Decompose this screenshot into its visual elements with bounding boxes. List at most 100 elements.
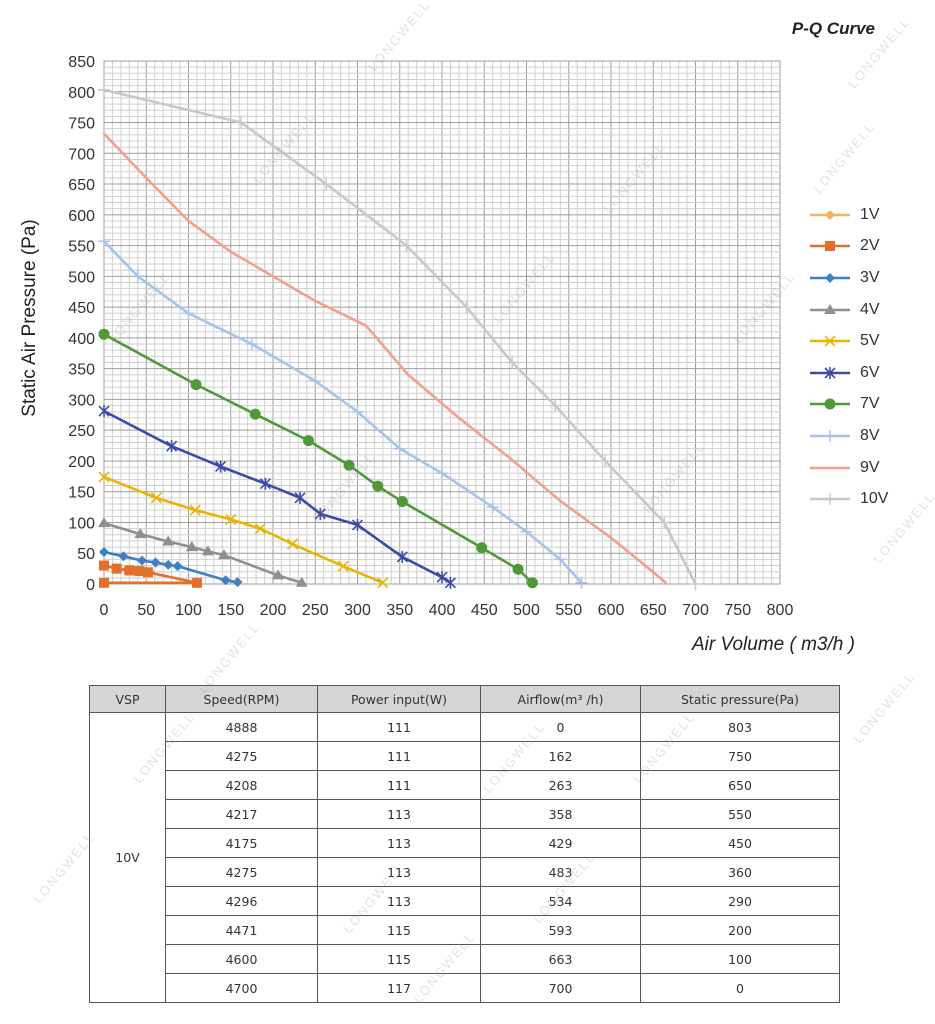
data-point — [337, 560, 349, 572]
power-cell: 117 — [317, 973, 481, 1003]
y-tick-label: 650 — [68, 177, 95, 194]
legend-marker — [825, 272, 835, 283]
data-point — [98, 517, 110, 528]
grid — [103, 60, 781, 585]
legend-label: 7V — [860, 395, 880, 413]
airflow-cell: 483 — [480, 857, 641, 887]
data-point — [295, 576, 308, 587]
pressure-cell: 360 — [640, 857, 840, 887]
airflow-cell: 263 — [480, 770, 641, 800]
data-point — [99, 560, 109, 571]
y-tick-label: 600 — [68, 208, 95, 225]
data-point — [98, 83, 110, 96]
data-point — [185, 541, 198, 552]
y-tick-label: 200 — [68, 454, 95, 471]
data-point — [232, 577, 243, 588]
data-point — [131, 270, 144, 283]
legend-item-1v: 1V — [808, 199, 888, 231]
table-row: 4296 113 534 290 — [90, 886, 840, 916]
legend-marker — [824, 429, 836, 442]
data-point — [245, 338, 258, 351]
legend-swatch — [810, 398, 850, 410]
legend-label: 9V — [860, 458, 880, 476]
data-point — [377, 577, 389, 589]
speed-cell: 4700 — [165, 973, 318, 1003]
data-point — [343, 459, 355, 471]
data-point — [554, 553, 567, 566]
y-tick-label: 700 — [68, 146, 95, 163]
header-speed: Speed(RPM) — [165, 685, 318, 713]
data-point — [460, 301, 473, 314]
data-point — [393, 442, 406, 455]
x-tick-label: 600 — [598, 602, 625, 619]
data-point — [320, 178, 333, 191]
pressure-cell: 550 — [640, 799, 840, 829]
x-tick-label: 650 — [640, 602, 667, 619]
legend-label: 5V — [860, 332, 880, 350]
airflow-cell: 534 — [480, 886, 641, 916]
legend-swatch — [810, 366, 850, 379]
data-point — [372, 480, 384, 492]
legend-item-7v: 7V — [808, 389, 888, 421]
series-line-9v — [102, 132, 668, 585]
data-point — [520, 525, 533, 538]
table-row: 4600 115 663 100 — [90, 944, 840, 974]
x-tick-label: 750 — [724, 602, 751, 619]
legend-swatch — [810, 241, 850, 252]
speed-cell: 4208 — [165, 770, 318, 800]
y-tick-label: 50 — [77, 546, 95, 563]
series-line-5v — [102, 475, 385, 585]
series-9v — [102, 132, 668, 585]
y-tick-label: 850 — [68, 54, 95, 71]
legend-item-3v: 3V — [808, 262, 888, 294]
speed-cell: 4275 — [165, 857, 318, 887]
series-7v — [98, 328, 538, 589]
data-point — [254, 523, 266, 535]
data-point — [396, 496, 408, 508]
data-point — [191, 577, 202, 588]
x-tick-label: 450 — [471, 602, 498, 619]
speed-cell: 4600 — [165, 944, 318, 974]
data-point — [294, 491, 306, 504]
y-tick-label: 150 — [68, 485, 95, 502]
table-row: 4175 113 429 450 — [90, 828, 840, 858]
data-point — [396, 550, 408, 563]
legend-label: 10V — [860, 490, 889, 508]
header-vsp: VSP — [89, 685, 166, 713]
watermark-text: LONGWELL — [30, 828, 99, 907]
chart-plot: 0501001502002503003504004505005506006507… — [68, 54, 793, 619]
series-line-4v — [102, 521, 304, 585]
table-row: 4471 115 593 200 — [90, 915, 840, 945]
y-tick-label: 450 — [68, 300, 95, 317]
header-power: Power input(W) — [317, 685, 481, 713]
legend-label: 3V — [860, 268, 880, 286]
legend-marker — [824, 398, 836, 410]
y-tick-label: 500 — [68, 269, 95, 286]
legend-label: 1V — [860, 205, 880, 223]
speed-cell: 4471 — [165, 915, 318, 945]
speed-cell: 4175 — [165, 828, 318, 858]
data-point — [286, 538, 299, 550]
series-6v — [98, 405, 457, 589]
legend-label: 2V — [860, 237, 880, 255]
series-4v — [98, 517, 308, 587]
x-tick-label: 200 — [260, 602, 287, 619]
data-point — [476, 542, 488, 554]
legend-label: 8V — [860, 426, 880, 444]
data-point — [124, 565, 135, 576]
airflow-cell: 700 — [480, 973, 641, 1003]
data-point — [259, 477, 271, 490]
data-point — [351, 518, 364, 531]
legend-item-8v: 8V — [808, 420, 888, 452]
pressure-cell: 200 — [640, 915, 840, 945]
x-tick-label: 150 — [217, 602, 244, 619]
series-line-6v — [102, 409, 452, 585]
legend-marker — [824, 335, 836, 347]
legend-swatch — [810, 303, 850, 314]
legend-item-2v: 2V — [808, 231, 888, 263]
data-point — [217, 549, 230, 560]
legend-marker — [824, 366, 836, 379]
legend-item-4v: 4V — [808, 294, 888, 326]
power-cell: 113 — [317, 886, 481, 916]
data-point — [599, 454, 612, 467]
